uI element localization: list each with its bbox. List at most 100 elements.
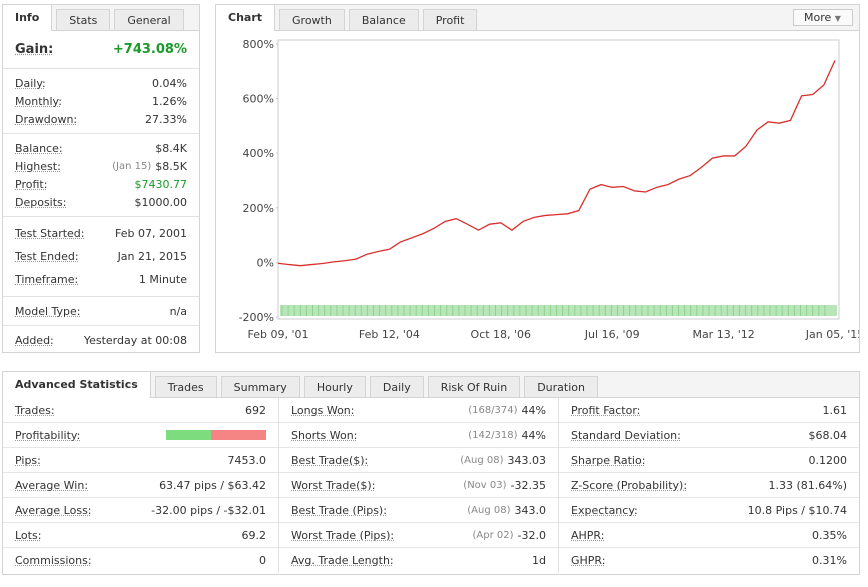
stat-value: 0 <box>259 554 266 567</box>
stat-label: Expectancy: <box>571 503 638 517</box>
x-tick-label: Feb 09, '01 <box>248 328 309 341</box>
stat-value: $8.5K <box>155 159 187 173</box>
stat-value: 0.04% <box>152 76 187 90</box>
stat-row: Trades: 692 <box>3 398 278 423</box>
stat-label: Avg. Trade Length: <box>291 554 394 567</box>
stat-note: (Jan 15) <box>112 160 152 172</box>
stat-row: Avg. Trade Length: 1d <box>279 548 558 573</box>
info-group: Added: Yesterday at 00:08 <box>3 326 199 354</box>
chart: 800% 600% 400% 200% 0% -200% Feb 09, '01 Feb 12… <box>239 38 859 341</box>
tab[interactable]: Stats <box>56 9 111 30</box>
y-tick-label: 400% <box>243 147 274 160</box>
stat-row: Added: Yesterday at 00:08 <box>3 331 199 349</box>
stat-row: Daily: 0.04% <box>3 74 199 92</box>
more-label: More <box>804 11 832 24</box>
y-tick-label: 600% <box>243 93 274 106</box>
stat-value: -32.35 <box>510 478 546 492</box>
stat-value: -32.00 pips / -$32.01 <box>151 503 266 517</box>
tab[interactable]: Hourly <box>303 376 366 397</box>
stat-row: Lots: 69.2 <box>3 523 278 548</box>
stat-label: Best Trade($): <box>291 453 369 467</box>
stat-label: Best Trade (Pips): <box>291 503 387 517</box>
stat-value: -32.0 <box>517 528 546 542</box>
tab[interactable]: General <box>114 9 184 30</box>
stat-label: Shorts Won: <box>291 428 358 442</box>
stat-value: Jan 21, 2015 <box>117 250 187 263</box>
stat-note: (Apr 02) <box>472 529 514 541</box>
stat-row: Sharpe Ratio: 0.1200 <box>559 448 859 473</box>
stats-column: Trades: 692 Profitability: Pips: 7453.0 Avera… <box>3 398 278 573</box>
info-groups: Daily: 0.04% Monthly: 1.26% Drawdown: 27.33% B… <box>3 69 199 354</box>
tab[interactable]: Chart <box>216 5 276 31</box>
stat-value: 1.61 <box>822 403 848 417</box>
x-tick-label: Feb 12, '04 <box>359 328 420 341</box>
stat-value: 343.0 <box>514 503 547 517</box>
stat-label: Z-Score (Probability): <box>571 478 688 492</box>
stat-value: 1 Minute <box>138 273 187 286</box>
x-tick-label: Oct 18, '06 <box>471 328 532 341</box>
stat-row: Worst Trade (Pips): (Apr 02) -32.0 <box>279 523 558 548</box>
stat-label: Balance: <box>15 141 63 155</box>
stat-value: $68.04 <box>808 428 848 442</box>
stat-row: Test Started: Feb 07, 2001 <box>3 222 199 245</box>
tab[interactable]: Summary <box>220 376 300 397</box>
stat-row: Best Trade (Pips): (Aug 08) 343.0 <box>279 498 558 523</box>
stat-note: (168/374) <box>468 404 518 416</box>
stat-note: (142/318) <box>468 429 518 441</box>
y-tick-label: 0% <box>257 256 274 269</box>
x-tick-label: Jul 16, '09 <box>584 328 640 341</box>
tabs: Advanced Statistics Trades Summary Hourly Da… <box>3 372 859 398</box>
stat-label: Daily: <box>15 76 46 90</box>
chart-panel: Chart Growth Balance Profit More ▼ 800% 600%… <box>215 4 860 353</box>
stat-label: Worst Trade (Pips): <box>291 528 395 542</box>
stat-label: Commissions: <box>15 554 92 567</box>
stat-label: Profit: <box>15 177 48 191</box>
tabs: Chart Growth Balance Profit <box>216 5 859 31</box>
stat-row: Test Ended: Jan 21, 2015 <box>3 245 199 268</box>
stat-row: GHPR: 0.31% <box>559 548 859 573</box>
stat-label: Worst Trade($): <box>291 478 376 492</box>
stat-value: 44% <box>521 403 546 417</box>
tab[interactable]: Daily <box>369 376 424 397</box>
stat-label: Drawdown: <box>15 112 78 126</box>
info-group: Model Type: n/a <box>3 297 199 326</box>
stat-value: n/a <box>169 304 187 318</box>
stat-value: 692 <box>245 403 266 417</box>
stat-value: 0.1200 <box>808 453 848 467</box>
stat-value: 0.35% <box>812 528 847 542</box>
info-panel: Info Stats General Gain: +743.08% Daily: 0.… <box>2 4 200 353</box>
stat-row: Pips: 7453.0 <box>3 448 278 473</box>
more-button[interactable]: More ▼ <box>793 9 853 26</box>
stat-label: Trades: <box>15 403 55 417</box>
plot-frame <box>277 39 840 320</box>
stat-note: (Aug 08) <box>460 454 504 466</box>
stat-label: Average Loss: <box>15 503 92 517</box>
tab[interactable]: Info <box>3 5 53 31</box>
tab[interactable]: Duration <box>524 376 598 397</box>
tab[interactable]: Advanced Statistics <box>3 372 151 398</box>
stat-row: Balance: $8.4K <box>3 139 199 157</box>
gain-row: Gain: +743.08% <box>3 31 199 69</box>
stat-row: Z-Score (Probability): 1.33 (81.64%) <box>559 473 859 498</box>
tab[interactable]: Growth <box>279 9 345 30</box>
gain-label: Gain: <box>15 42 54 57</box>
stat-value: 44% <box>521 428 546 442</box>
stat-row: Timeframe: 1 Minute <box>3 268 199 291</box>
tab[interactable]: Risk Of Ruin <box>427 376 521 397</box>
tab[interactable]: Balance <box>348 9 419 30</box>
stat-row: Model Type: n/a <box>3 302 199 320</box>
stat-label: Added: <box>15 333 54 347</box>
y-tick-label: 800% <box>243 38 274 51</box>
tab[interactable]: Profit <box>422 9 478 30</box>
stat-value: Feb 07, 2001 <box>115 227 187 240</box>
stat-label: Pips: <box>15 453 41 467</box>
stat-row: Shorts Won: (142/318) 44% <box>279 423 558 448</box>
stat-value: $7430.77 <box>134 177 188 191</box>
stat-row: Expectancy: 10.8 Pips / $10.74 <box>559 498 859 523</box>
stat-label: Model Type: <box>15 304 81 318</box>
stat-note: (Nov 03) <box>463 479 507 491</box>
stat-value: Yesterday at 00:08 <box>83 333 187 347</box>
tab[interactable]: Trades <box>154 376 217 397</box>
stat-row: Highest: (Jan 15) $8.5K <box>3 157 199 175</box>
